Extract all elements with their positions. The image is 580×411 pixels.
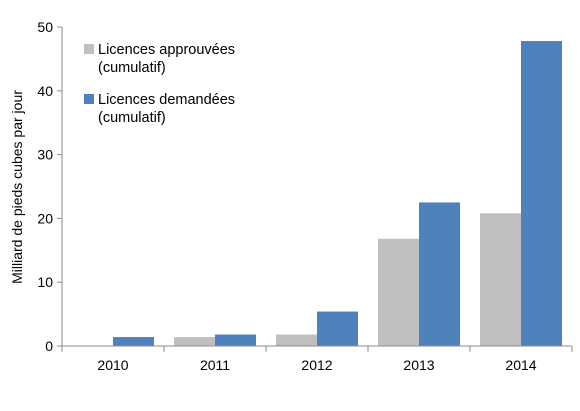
plot-area: 0 10 20 30 40 50 2010 2011 2012 2013 2014 xyxy=(37,19,573,373)
bar-demandees-2011 xyxy=(215,334,256,346)
x-tick-label: 2014 xyxy=(505,357,536,373)
legend-label: Licences demandées xyxy=(98,92,235,108)
legend-label: Licences approuvées xyxy=(98,42,235,58)
y-tick-label: 40 xyxy=(37,83,53,99)
y-tick-label: 0 xyxy=(45,338,53,354)
y-tick-label: 30 xyxy=(37,147,53,163)
legend-label: (cumulatif) xyxy=(98,60,166,76)
x-tick-label: 2011 xyxy=(200,357,230,373)
y-tick-label: 10 xyxy=(37,274,53,290)
y-axis-title: Milliard de pieds cubes par jour xyxy=(9,90,25,284)
bar-approuvees-2012 xyxy=(276,334,317,346)
bar-demandees-2014 xyxy=(521,41,562,346)
legend-swatch xyxy=(84,44,94,54)
bar-approuvees-2014 xyxy=(480,213,521,346)
bar-approuvees-2011 xyxy=(174,337,215,346)
legend-label: (cumulatif) xyxy=(98,110,166,126)
legend: Licences approuvées (cumulatif) Licences d… xyxy=(78,33,258,131)
y-tick-label: 20 xyxy=(37,210,53,226)
legend-box xyxy=(78,33,258,131)
y-tick-label: 50 xyxy=(37,19,53,35)
bar-demandees-2013 xyxy=(419,202,460,346)
x-tick-label: 2010 xyxy=(97,357,128,373)
bar-demandees-2012 xyxy=(317,311,358,346)
x-tick-label: 2012 xyxy=(301,357,332,373)
bar-demandees-2010 xyxy=(113,337,154,346)
x-tick-label: 2013 xyxy=(403,357,434,373)
bar-approuvees-2013 xyxy=(378,238,419,346)
legend-swatch xyxy=(84,94,94,104)
